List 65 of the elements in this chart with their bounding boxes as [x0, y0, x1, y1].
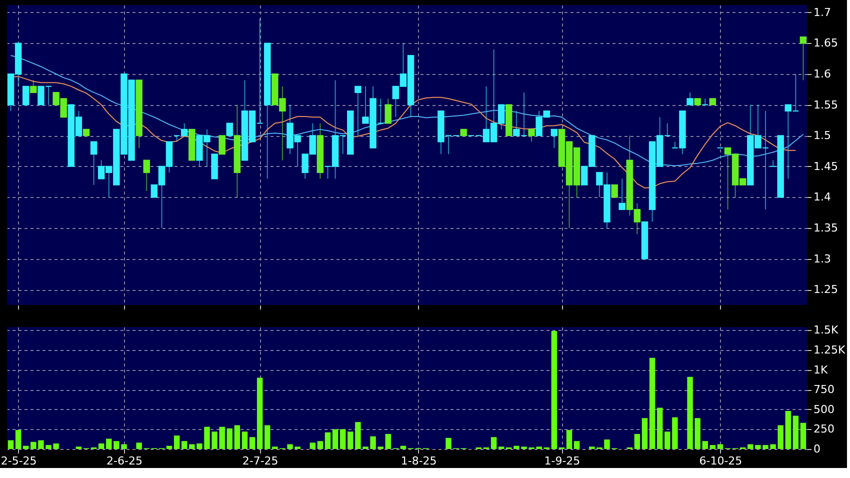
y-tick-label: 1.45 [814, 160, 838, 173]
candlestick [226, 122, 234, 136]
bar [551, 330, 558, 449]
y-tick-label: 1.5 [814, 129, 831, 142]
y-tick-label: 1.35 [814, 222, 838, 234]
bar [249, 437, 256, 449]
bar [664, 432, 670, 449]
bar [785, 410, 791, 449]
bar [242, 432, 248, 449]
bar [574, 441, 580, 449]
candlestick [218, 135, 226, 155]
bar [166, 446, 172, 449]
bar [792, 416, 799, 449]
bar [310, 442, 316, 449]
bar [634, 434, 640, 449]
candlestick [702, 98, 708, 106]
bar [317, 441, 324, 449]
bar [672, 417, 678, 449]
bar [490, 437, 497, 449]
bar [340, 429, 346, 449]
y-tick-label: 1.55 [814, 98, 838, 112]
bar [136, 442, 142, 449]
y-tick-label: 250 [814, 422, 834, 436]
bar [234, 425, 240, 449]
bar [324, 432, 331, 449]
x-tick-label: 1-8-25 [400, 454, 437, 468]
bar [385, 434, 391, 449]
bar [264, 425, 270, 449]
candlestick [22, 86, 30, 106]
candlestick [611, 184, 618, 198]
bar [400, 446, 406, 449]
y-tick-label: 0 [814, 442, 820, 456]
y-tick-label: 1.6 [814, 67, 831, 80]
bar [174, 436, 180, 449]
bar [181, 441, 188, 449]
bar [8, 440, 14, 449]
y-tick-label: 1.25K [814, 343, 846, 356]
y-tick-label: 1.65 [814, 36, 838, 50]
bar [710, 445, 716, 449]
bar [15, 430, 22, 449]
bar [649, 358, 656, 449]
x-tick-label: 2-5-25 [0, 454, 37, 468]
x-tick-label: 2-7-25 [242, 454, 278, 468]
y-tick-label: 500 [814, 402, 834, 416]
bar [717, 444, 724, 449]
bar [98, 443, 104, 449]
y-tick-label: 1.5K [814, 324, 839, 337]
bar [256, 378, 263, 449]
x-tick-label: 6-10-25 [699, 454, 742, 468]
y-tick-label: 1.3 [814, 252, 831, 266]
line-series [10, 55, 804, 166]
x-tick-label: 1-9-25 [544, 454, 580, 468]
y-tick-label: 1K [814, 363, 828, 376]
y-tick-label: 1.7 [814, 6, 831, 19]
bar [656, 408, 663, 449]
y-tick-label: 1.25 [814, 283, 838, 296]
y-tick-label: 1.4 [814, 190, 831, 204]
bar [800, 422, 806, 449]
bar [566, 430, 572, 449]
x-tick-label: 2-6-25 [106, 454, 142, 468]
bar [332, 429, 338, 449]
bar [226, 428, 233, 449]
bar [642, 418, 648, 449]
y-tick-label: 750 [814, 383, 834, 396]
bar [23, 446, 29, 449]
